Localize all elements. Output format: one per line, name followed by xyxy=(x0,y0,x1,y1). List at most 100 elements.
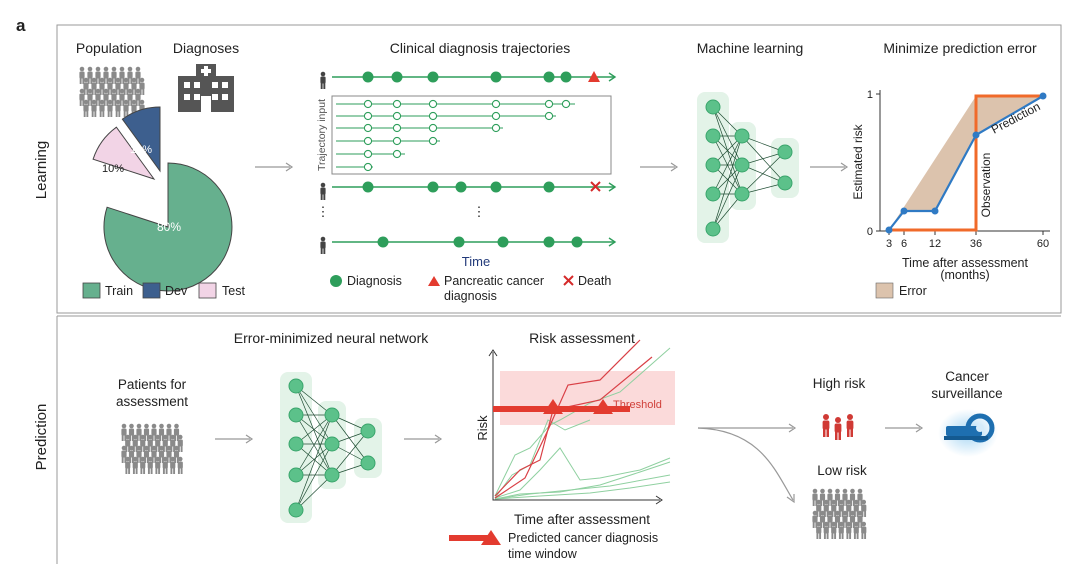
person-icon xyxy=(846,521,852,539)
nn-node xyxy=(360,423,376,439)
diagnosis-marker xyxy=(427,71,439,83)
low-risk-trajectories xyxy=(494,347,671,500)
ml-title: Machine learning xyxy=(697,40,804,56)
patients-crowd-icon xyxy=(121,423,183,474)
diagnosis-marker xyxy=(377,236,389,248)
nn-node xyxy=(288,502,304,518)
panel-label: a xyxy=(16,16,26,35)
prediction-point-12 xyxy=(931,207,939,215)
window-legend-line1: Predicted cancer diagnosis xyxy=(508,531,658,545)
high-risk-label: High risk xyxy=(813,376,866,391)
trajectory-arrowhead xyxy=(608,237,617,247)
nn-edge xyxy=(712,164,743,230)
diagnosis-marker xyxy=(491,123,501,133)
nn-edge xyxy=(295,474,333,511)
trajectory-input-box xyxy=(331,95,612,175)
nn-node xyxy=(777,144,793,160)
nn-edge xyxy=(295,414,333,476)
nn-edge xyxy=(741,135,786,184)
nn-edge xyxy=(295,385,333,416)
person-icon xyxy=(173,445,180,463)
person-icon xyxy=(857,488,863,506)
diagnosis-marker xyxy=(392,111,402,121)
legend-death: Death xyxy=(578,274,611,288)
person-icon xyxy=(121,423,127,441)
diagnosis-marker xyxy=(428,111,438,121)
patient-icon xyxy=(320,236,326,254)
person-icon xyxy=(119,66,125,84)
diagnosis-marker xyxy=(560,71,572,83)
diagnosis-marker xyxy=(428,123,438,133)
person-icon xyxy=(125,434,131,452)
low-risk-label: Low risk xyxy=(817,463,867,478)
person-icon xyxy=(95,88,101,106)
trajectory-timelines xyxy=(320,71,617,254)
row-label-learning: Learning xyxy=(33,141,50,199)
person-icon xyxy=(103,66,109,84)
time-after-assessment-label: Time after assessment xyxy=(514,512,650,527)
trajectory-input-label: Trajectory input xyxy=(316,99,328,171)
person-icon xyxy=(136,445,142,463)
person-icon xyxy=(831,499,837,517)
xtick-60: 60 xyxy=(1037,238,1049,250)
person-icon xyxy=(151,445,157,463)
diagnosis-marker xyxy=(453,236,465,248)
person-icon xyxy=(87,66,93,84)
person-icon xyxy=(103,88,109,106)
high-risk-trajectory-1 xyxy=(494,356,653,497)
legend-test: Test xyxy=(222,284,245,298)
diagnoses-title: Diagnoses xyxy=(173,40,239,56)
diagnosis-marker xyxy=(543,181,555,193)
pie-legend: Train Dev Test xyxy=(82,282,245,299)
nn-edge xyxy=(712,135,743,195)
person-icon xyxy=(79,88,85,106)
diagnosis-marker xyxy=(391,71,403,83)
person-icon xyxy=(99,77,105,95)
risk-chart-xlabel-line2: (months) xyxy=(940,268,989,282)
nn-node xyxy=(360,455,376,471)
legend-diagnosis-marker xyxy=(330,275,342,287)
person-icon xyxy=(834,488,841,506)
nn-edge xyxy=(712,193,743,230)
risk-chart-ylabel: Estimated risk xyxy=(851,123,865,199)
person-icon xyxy=(849,510,856,528)
diagnosis-marker xyxy=(428,99,438,109)
diagnosis-marker xyxy=(543,236,555,248)
person-icon xyxy=(123,99,129,117)
nn-edge xyxy=(295,443,333,511)
time-axis-label: Time xyxy=(462,254,490,269)
person-icon xyxy=(107,99,113,117)
person-icon xyxy=(857,510,863,528)
xtick-6: 6 xyxy=(901,238,907,250)
person-icon xyxy=(155,456,161,474)
person-icon xyxy=(127,66,133,84)
person-icon xyxy=(842,510,848,528)
diagnosis-marker xyxy=(491,99,501,109)
threshold-band xyxy=(500,371,675,425)
person-icon xyxy=(128,423,135,441)
threshold-label: Threshold xyxy=(613,399,662,411)
person-icon xyxy=(842,488,848,506)
legend-pancreatic-marker xyxy=(428,276,440,286)
prediction-frame xyxy=(56,315,1061,564)
nn-node xyxy=(705,186,721,202)
observation-line xyxy=(889,94,1043,232)
legend-pancreatic-line1: Pancreatic cancer xyxy=(444,274,544,288)
nn-edge xyxy=(741,151,786,195)
surveillance-label-line2: surveillance xyxy=(931,386,1002,401)
person-icon xyxy=(99,99,105,117)
observation-label: Observation xyxy=(979,153,993,218)
learning-frame xyxy=(56,24,1062,314)
pancreatic-cancer-marker xyxy=(588,71,600,82)
xtick-3: 3 xyxy=(886,238,892,250)
population-title: Population xyxy=(76,40,142,56)
person-icon xyxy=(79,66,85,84)
diagnosis-marker xyxy=(362,181,374,193)
person-icon xyxy=(111,88,117,106)
person-icon xyxy=(123,77,129,95)
diagnosis-marker xyxy=(392,99,402,109)
risk-chart-yticks xyxy=(876,93,880,232)
person-icon xyxy=(143,423,150,441)
trajectory-arrowhead xyxy=(608,72,617,82)
person-icon xyxy=(812,488,818,506)
